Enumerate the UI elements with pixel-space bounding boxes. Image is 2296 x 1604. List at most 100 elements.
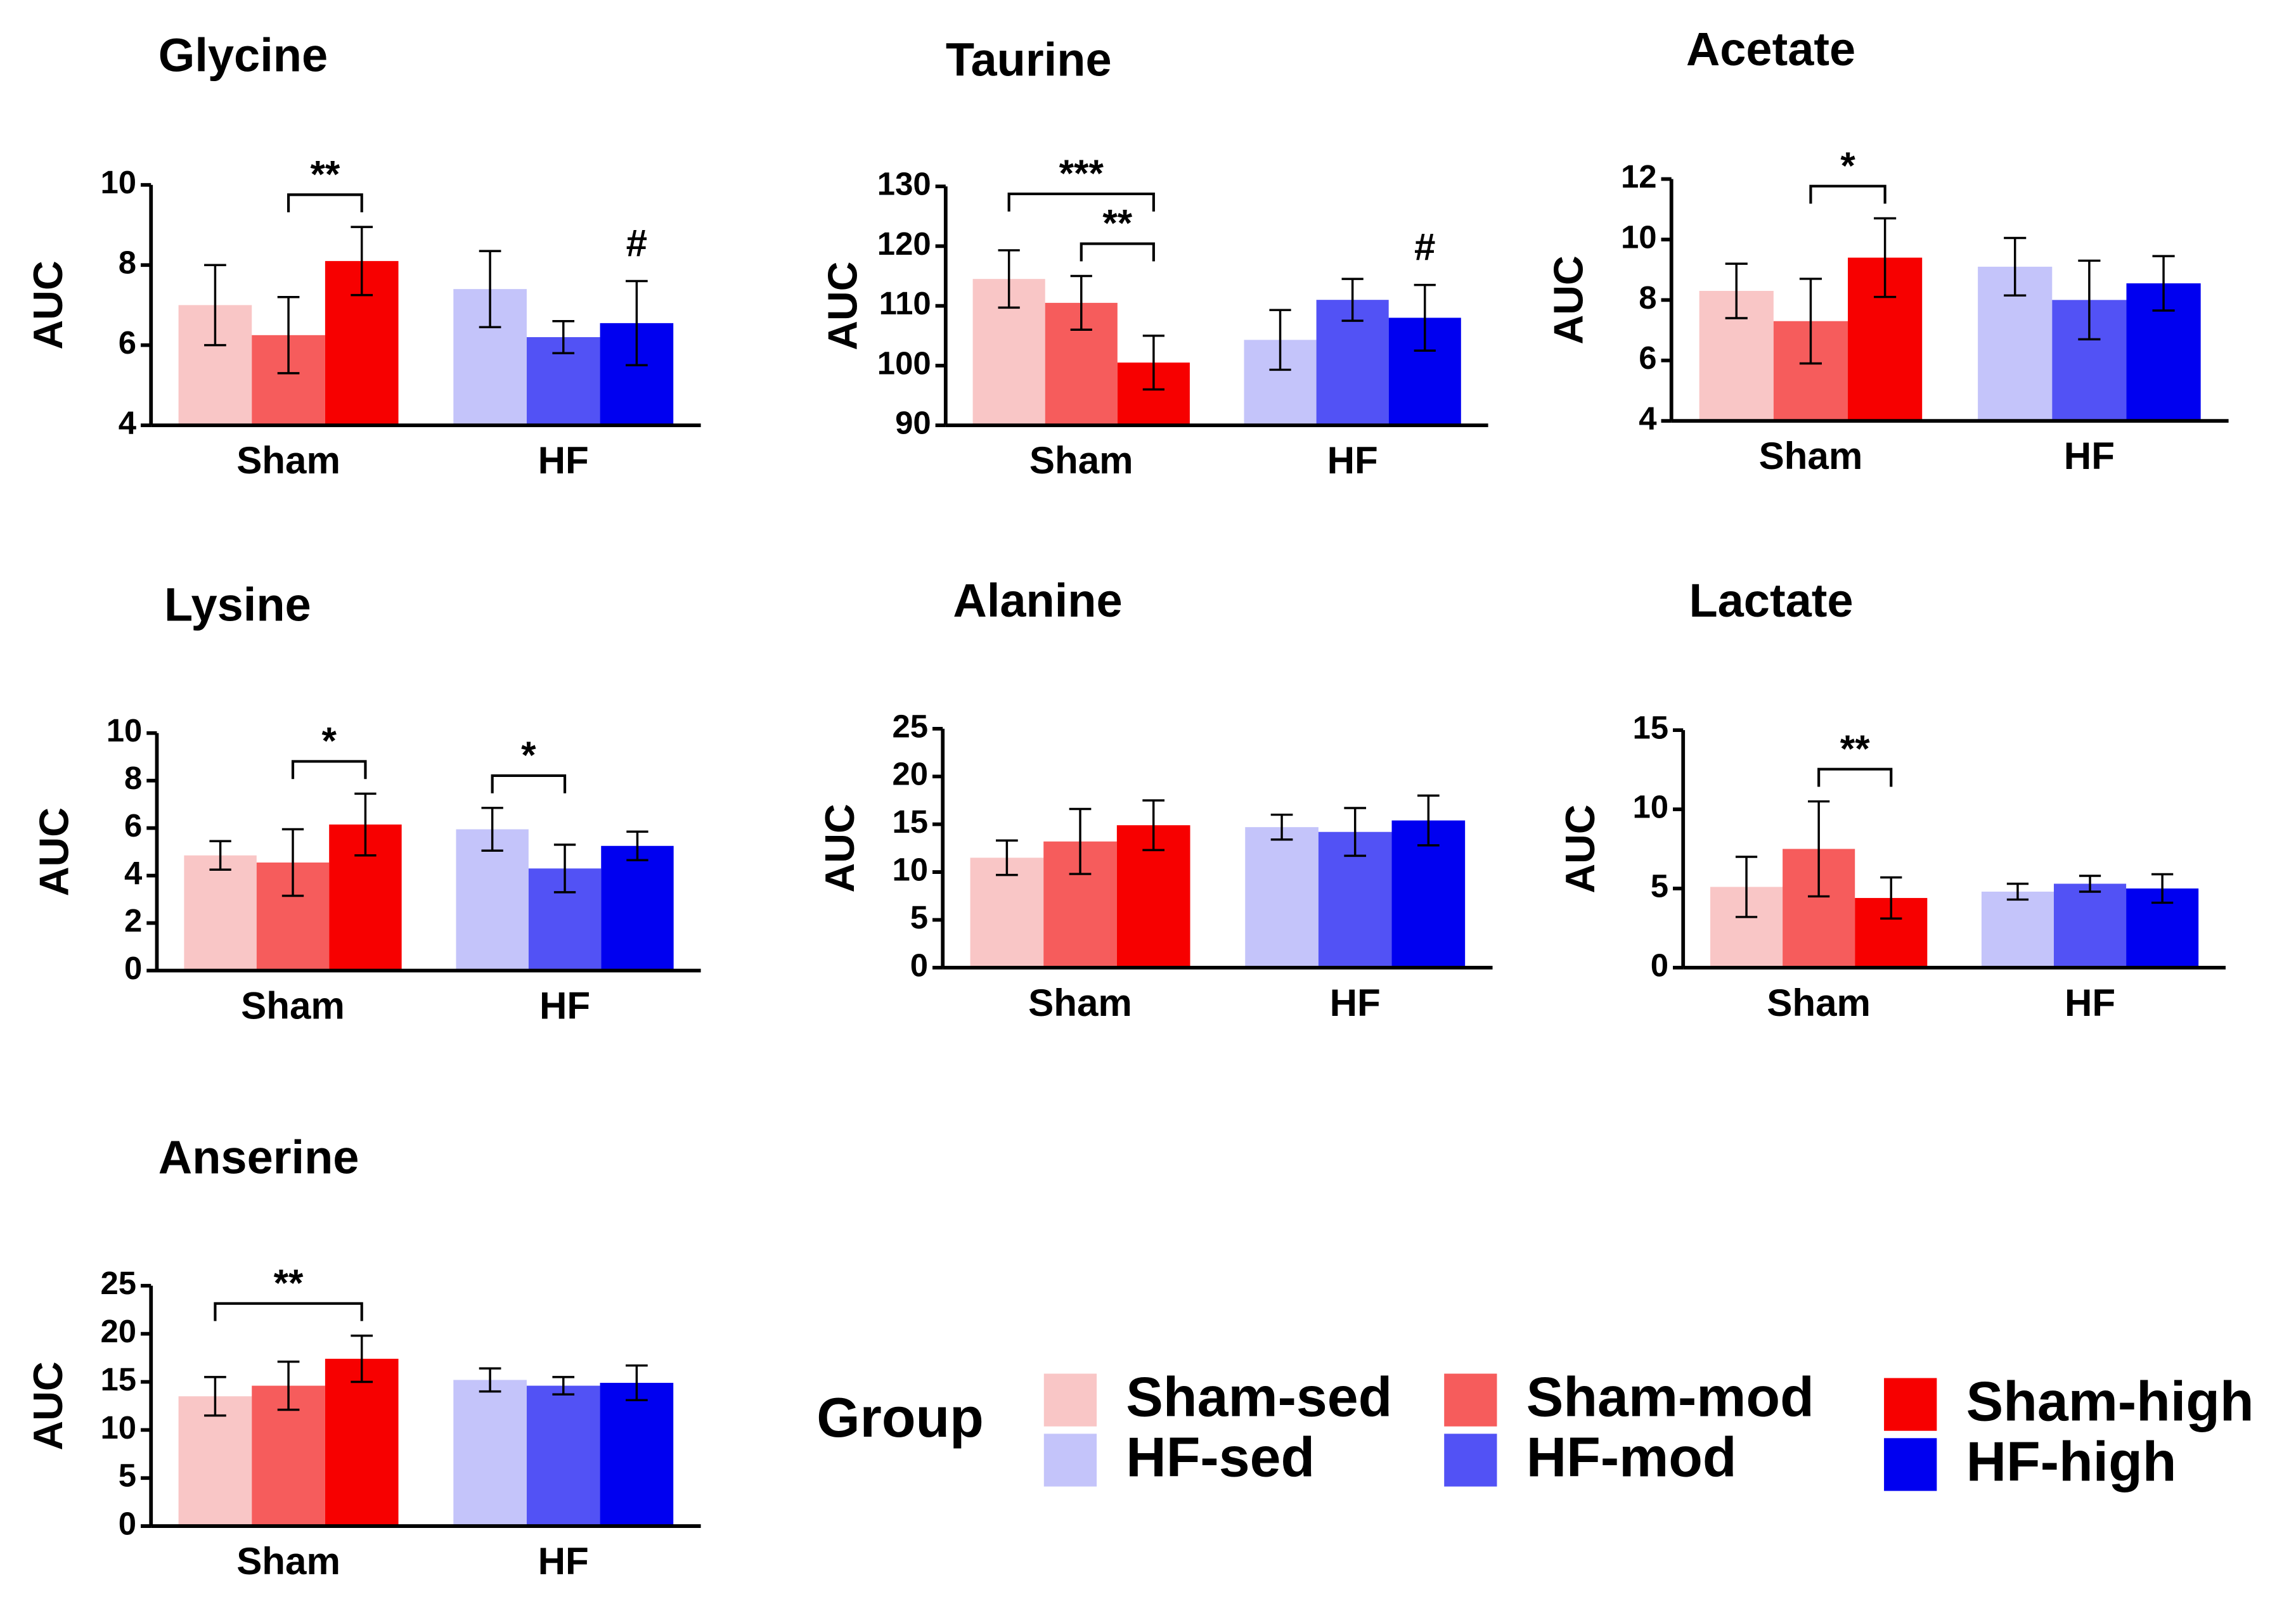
error-bar [2152, 255, 2175, 312]
error-bar [2078, 259, 2101, 341]
error-bar [552, 1376, 575, 1395]
error-bar [351, 1334, 373, 1383]
error-bar [2004, 236, 2027, 297]
significance-label: ** [310, 153, 340, 195]
chart-title: Taurine [946, 33, 1112, 86]
error-bar [1070, 274, 1092, 331]
error-bar [277, 1360, 300, 1411]
x-tick-label: HF [1330, 982, 1381, 1024]
x-tick-label: HF [1327, 439, 1378, 482]
error-bar [1417, 794, 1440, 847]
x-tick-label: Sham [236, 439, 340, 482]
bar [1981, 891, 2054, 968]
y-axis-label: AUC [30, 807, 77, 896]
bar [526, 1385, 600, 1527]
y-tick-label: 15 [1632, 710, 1668, 746]
y-tick-label: 4 [124, 855, 143, 891]
y-tick-label: 6 [124, 807, 142, 844]
error-bar [481, 807, 503, 852]
bar [2053, 883, 2127, 968]
error-bar [552, 319, 575, 355]
y-tick-label: 10 [892, 851, 928, 887]
legend-swatch [1444, 1434, 1497, 1487]
y-tick-label: 110 [879, 285, 931, 321]
significance-bracket [491, 774, 567, 793]
y-axis-label: AUC [25, 260, 71, 349]
panel: Lactate AUC Sham HF 0 5 10 15 ** [1557, 574, 2226, 1024]
y-tick-label: 8 [124, 760, 142, 796]
y-tick-label: 4 [119, 405, 137, 441]
x-tick-label: HF [2065, 982, 2115, 1024]
legend-title: Group [816, 1386, 984, 1449]
x-tick-label: HF [2064, 435, 2115, 477]
error-bar [204, 1376, 226, 1417]
error-bar [1142, 334, 1164, 391]
y-tick-label: 5 [119, 1458, 136, 1494]
x-tick-label: Sham [236, 1540, 340, 1582]
error-bar [626, 1364, 648, 1402]
y-axis-label: AUC [25, 1361, 71, 1450]
bar [325, 1359, 399, 1527]
y-axis-label: AUC [1545, 255, 1592, 344]
y-tick-label: 10 [1632, 789, 1668, 825]
y-tick-label: 0 [1651, 947, 1668, 983]
y-tick-label: 6 [119, 324, 136, 361]
legend-label: Sham-mod [1526, 1366, 1814, 1428]
legend-swatch [1043, 1434, 1097, 1487]
legend-swatch [1884, 1378, 1937, 1431]
x-tick-label: Sham [1767, 982, 1871, 1024]
error-bar [1270, 813, 1293, 841]
error-bar [354, 792, 377, 857]
y-tick-label: 0 [119, 1506, 136, 1542]
error-bar [553, 844, 576, 894]
error-bar [1725, 262, 1748, 319]
significance-bracket [1007, 192, 1155, 212]
y-tick-label: 0 [124, 950, 142, 986]
error-bar [1069, 807, 1092, 875]
y-tick-label: 5 [910, 899, 928, 935]
error-bar [479, 1367, 501, 1393]
y-tick-label: 6 [1639, 340, 1656, 376]
significance-label: ** [1840, 728, 1870, 770]
error-bar [996, 839, 1018, 876]
legend-label: HF-sed [1126, 1426, 1315, 1489]
legend-label: Sham-high [1966, 1370, 2254, 1433]
bar [184, 855, 257, 971]
y-tick-label: 15 [101, 1361, 137, 1397]
bar [453, 1380, 527, 1527]
x-tick-label: Sham [1028, 982, 1132, 1024]
significance-bracket [287, 193, 363, 213]
x-tick-label: Sham [1759, 435, 1863, 477]
y-tick-label: 90 [895, 405, 931, 441]
error-bar [1735, 856, 1758, 918]
significance-label: ** [274, 1262, 304, 1304]
panel: Alanine AUC Sham HF 0 5 10 15 20 25 [816, 574, 1493, 1024]
error-bar [1414, 283, 1436, 352]
error-bar [626, 279, 648, 366]
y-tick-label: 10 [106, 712, 143, 748]
y-tick-label: 10 [101, 1409, 137, 1446]
y-tick-label: 12 [1621, 158, 1657, 195]
chart-title: Anserine [158, 1131, 359, 1184]
error-bar [998, 249, 1020, 309]
y-tick-label: 4 [1639, 401, 1657, 437]
chart-title: Lysine [164, 579, 311, 631]
error-bar [1808, 800, 1830, 898]
x-tick-label: Sham [1029, 439, 1133, 482]
significance-bracket [1080, 242, 1155, 262]
panel: Lysine AUC Sham HF 0 2 4 6 8 10 * * [30, 579, 701, 1027]
significance-bracket [1809, 184, 1886, 204]
bar [601, 845, 674, 971]
legend-label: HF-high [1966, 1430, 2177, 1492]
significance-mark: # [1414, 226, 1435, 268]
error-bar [1341, 278, 1364, 322]
error-bar [209, 840, 231, 871]
legend-swatch [1444, 1373, 1497, 1427]
error-bar [1874, 217, 1897, 298]
y-axis-label: AUC [820, 261, 866, 350]
chart-title: Alanine [953, 574, 1122, 627]
bar [178, 1396, 252, 1527]
x-tick-label: HF [538, 1540, 589, 1582]
chart-title: Lactate [1689, 574, 1853, 627]
